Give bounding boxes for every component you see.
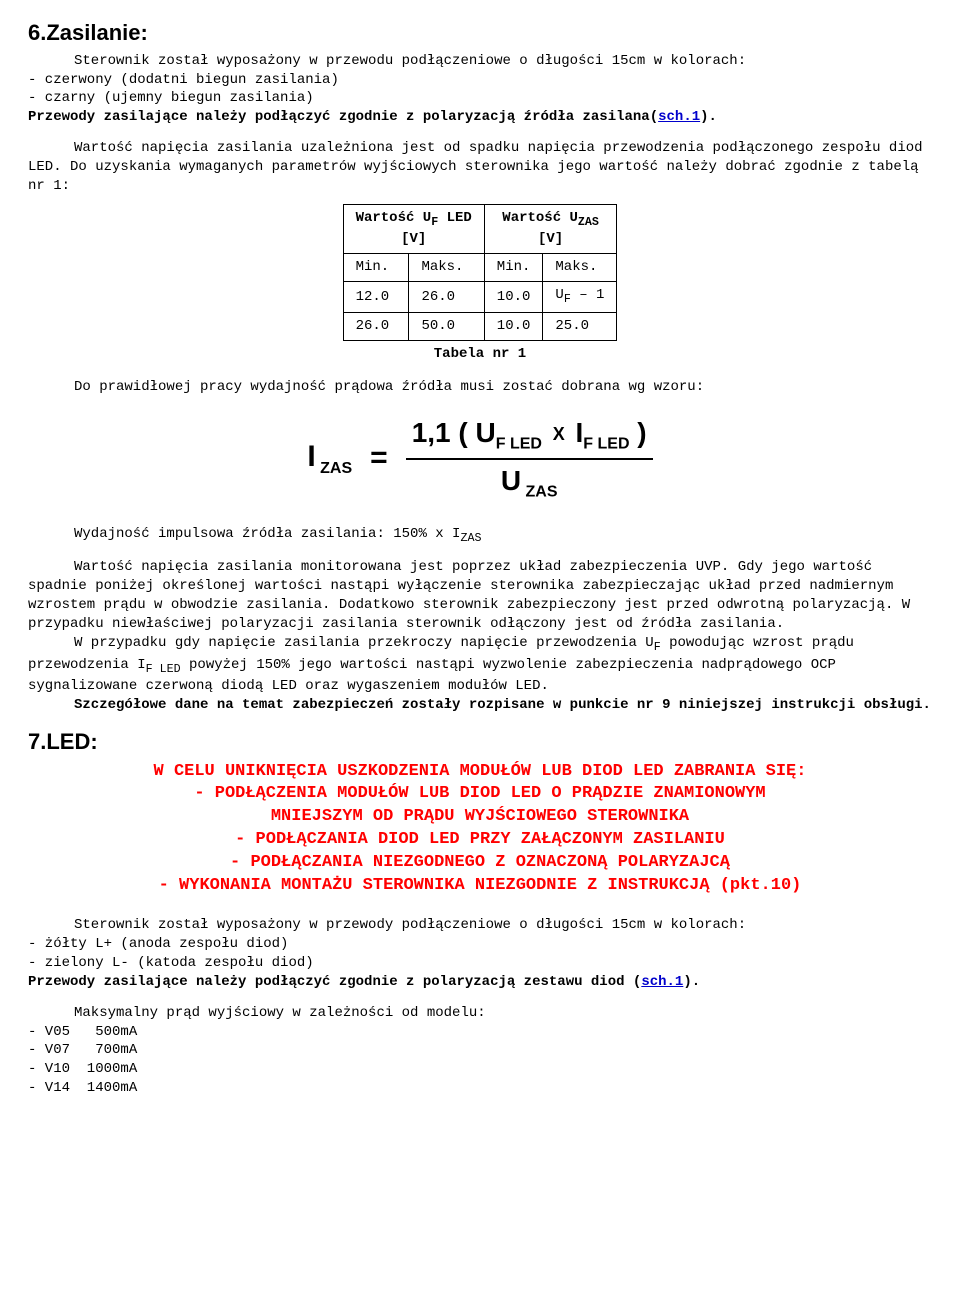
formula-denominator: U ZAS — [501, 460, 558, 503]
model-line: - V05 500mA — [28, 1023, 932, 1042]
s7-bullet-green: - zielony L- (katoda zespołu diod) — [28, 954, 932, 973]
s6-para4: Wydajność impulsowa źródła zasilania: 15… — [28, 525, 932, 547]
formula-lhs: I ZAS — [307, 437, 352, 480]
formula: I ZAS = 1,1 ( UF LED X IF LED ) U ZAS — [28, 414, 932, 502]
table-cell: 12.0 — [343, 282, 409, 313]
warning-line: - PODŁĄCZANIA DIOD LED PRZY ZAŁĄCZONYM Z… — [28, 829, 932, 852]
s7-note: Przewody zasilające należy podłączyć zgo… — [28, 973, 932, 992]
table-cell: 25.0 — [543, 312, 617, 340]
table-caption: Tabela nr 1 — [28, 345, 932, 364]
parameters-table: Wartość UF LED[V] Wartość UZAS[V] Min. M… — [343, 204, 618, 341]
formula-fraction: 1,1 ( UF LED X IF LED ) U ZAS — [406, 414, 653, 502]
s7-para1: Sterownik został wyposażony w przewody p… — [28, 916, 932, 935]
s6-para3: Do prawidłowej pracy wydajność prądowa ź… — [28, 378, 932, 397]
s6-para6: W przypadku gdy napięcie zasilania przek… — [28, 634, 932, 696]
section-6: 6.Zasilanie: Sterownik został wyposażony… — [28, 18, 932, 715]
s6-para5: Wartość napięcia zasilania monitorowana … — [28, 558, 932, 634]
s6-bullet-black: - czarny (ujemny biegun zasilania) — [28, 89, 932, 108]
warning-line: - PODŁĄCZENIA MODUŁÓW LUB DIOD LED O PRĄ… — [28, 783, 932, 806]
formula-equals: = — [370, 438, 388, 479]
warning-line: MNIEJSZYM OD PRĄDU WYJŚCIOWEGO STEROWNIK… — [28, 806, 932, 829]
s6-note-1: Przewody zasilające należy podłączyć zgo… — [28, 108, 932, 127]
table-cell: 10.0 — [484, 312, 543, 340]
table-cell: 10.0 — [484, 282, 543, 313]
table-cell: UF – 1 — [543, 282, 617, 313]
table-sub-min: Min. — [343, 254, 409, 282]
table-cell: 26.0 — [409, 282, 484, 313]
s6-para2: Wartość napięcia zasilania uzależniona j… — [28, 139, 932, 196]
table-sub-max: Maks. — [409, 254, 484, 282]
sch1-link[interactable]: sch.1 — [658, 109, 700, 125]
table-sub-min: Min. — [484, 254, 543, 282]
section-7-title: 7.LED: — [28, 727, 932, 757]
table-row: 12.0 26.0 10.0 UF – 1 — [343, 282, 617, 313]
s6-note1-a: Przewody zasilające należy podłączyć zgo… — [28, 109, 658, 125]
section-7: 7.LED: W CELU UNIKNIĘCIA USZKODZENIA MOD… — [28, 727, 932, 1098]
s7-note-a: Przewody zasilające należy podłączyć zgo… — [28, 974, 641, 990]
warning-line: - WYKONANIA MONTAŻU STEROWNIKA NIEZGODNI… — [28, 875, 932, 898]
model-line: - V10 1000mA — [28, 1060, 932, 1079]
s7-note-b: ). — [683, 974, 700, 990]
s7-para2: Maksymalny prąd wyjściowy w zależności o… — [28, 1004, 932, 1023]
s7-bullet-yellow: - żółty L+ (anoda zespołu diod) — [28, 935, 932, 954]
table-sub-max: Maks. — [543, 254, 617, 282]
table-cell: 26.0 — [343, 312, 409, 340]
table-cell: 50.0 — [409, 312, 484, 340]
s6-intro: Sterownik został wyposażony w przewodu p… — [28, 52, 932, 71]
model-line: - V07 700mA — [28, 1041, 932, 1060]
warning-line: - PODŁĄCZANIA NIEZGODNEGO Z OZNACZONĄ PO… — [28, 852, 932, 875]
warning-line: W CELU UNIKNIĘCIA USZKODZENIA MODUŁÓW LU… — [28, 761, 932, 784]
s6-para7: Szczegółowe dane na temat zabezpieczeń z… — [28, 696, 932, 715]
formula-numerator: 1,1 ( UF LED X IF LED ) — [406, 414, 653, 459]
s6-note1-b: ). — [700, 109, 717, 125]
table-row: 26.0 50.0 10.0 25.0 — [343, 312, 617, 340]
model-line: - V14 1400mA — [28, 1079, 932, 1098]
table-header-uf: Wartość UF LED[V] — [343, 204, 484, 253]
s6-bullet-red: - czerwony (dodatni biegun zasilania) — [28, 71, 932, 90]
section-6-title: 6.Zasilanie: — [28, 18, 932, 48]
table-header-uzas: Wartość UZAS[V] — [484, 204, 617, 253]
sch1-link[interactable]: sch.1 — [641, 974, 683, 990]
warning-block: W CELU UNIKNIĘCIA USZKODZENIA MODUŁÓW LU… — [28, 761, 932, 899]
